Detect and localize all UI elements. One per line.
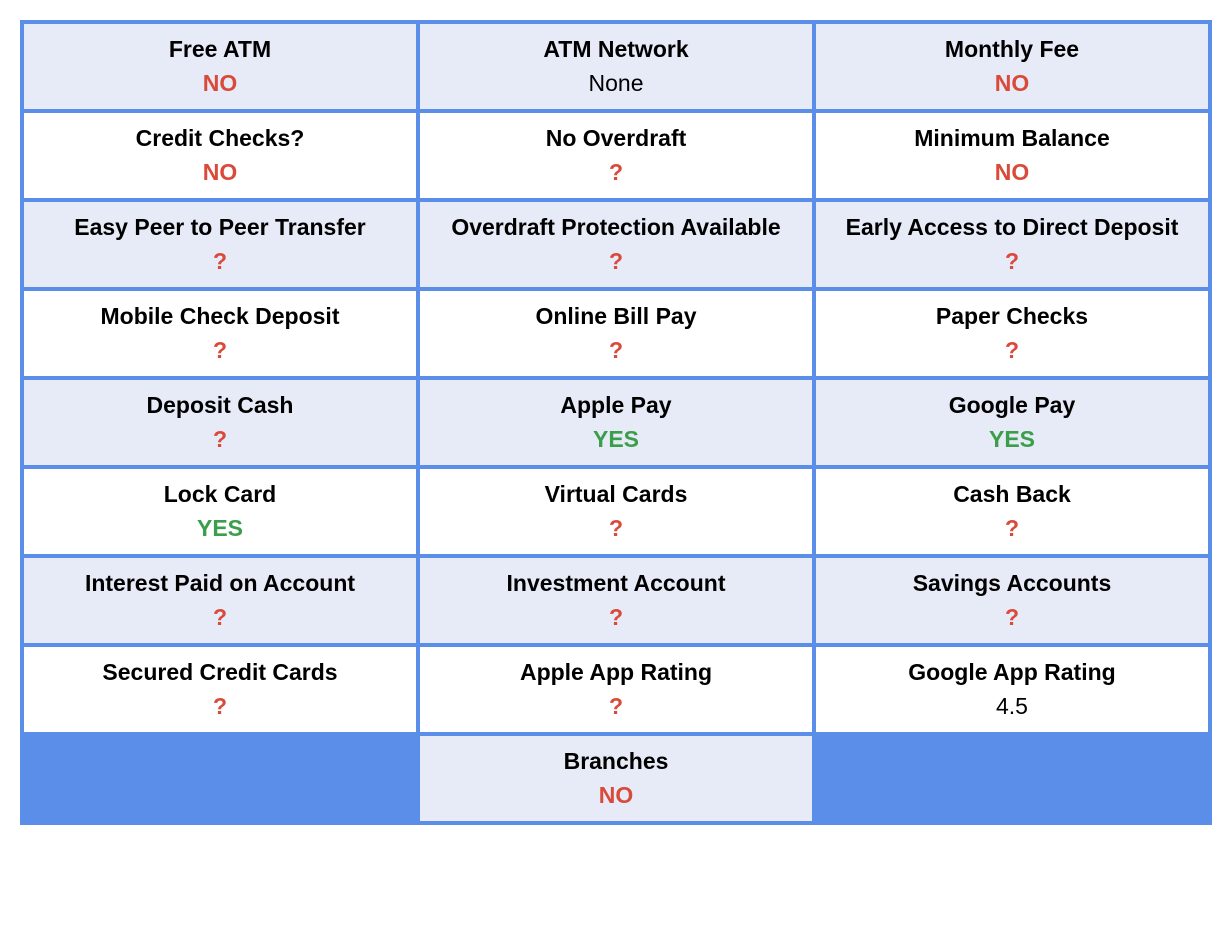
feature-value: ?	[213, 693, 227, 721]
feature-cell: Investment Account?	[420, 558, 812, 643]
feature-label: Apple App Rating	[520, 658, 712, 687]
feature-value: ?	[1005, 337, 1019, 365]
feature-cell: Minimum Balance NO	[816, 113, 1208, 198]
feature-label: Virtual Cards	[545, 480, 688, 509]
feature-cell: Easy Peer to Peer Transfer?	[24, 202, 416, 287]
feature-value: ?	[609, 693, 623, 721]
feature-cell: Lock Card YES	[24, 469, 416, 554]
feature-cell: Online Bill Pay?	[420, 291, 812, 376]
feature-label: Credit Checks?	[136, 124, 305, 153]
feature-cell: Google Pay YES	[816, 380, 1208, 465]
feature-cell: Monthly Fee NO	[816, 24, 1208, 109]
feature-cell: Virtual Cards?	[420, 469, 812, 554]
feature-value: YES	[989, 426, 1035, 454]
feature-cell: Google App Rating 4.5	[816, 647, 1208, 732]
feature-label: Interest Paid on Account	[85, 569, 355, 598]
feature-label: Savings Accounts	[913, 569, 1112, 598]
empty-cell	[816, 736, 1208, 821]
feature-value: ?	[1005, 248, 1019, 276]
feature-label: Monthly Fee	[945, 35, 1079, 64]
feature-value: None	[589, 70, 644, 98]
feature-label: Apple Pay	[560, 391, 671, 420]
feature-cell: Interest Paid on Account?	[24, 558, 416, 643]
feature-value: ?	[609, 604, 623, 632]
feature-value: NO	[995, 70, 1030, 98]
feature-value: NO	[203, 70, 238, 98]
empty-cell	[24, 736, 416, 821]
features-table: Free ATMNOATM NetworkNoneMonthly FeeNOCr…	[20, 20, 1212, 825]
feature-label: Online Bill Pay	[535, 302, 696, 331]
feature-label: No Overdraft	[546, 124, 687, 153]
feature-cell: Cash Back?	[816, 469, 1208, 554]
feature-cell: Mobile Check Deposit?	[24, 291, 416, 376]
feature-value: ?	[213, 337, 227, 365]
feature-label: Paper Checks	[936, 302, 1088, 331]
feature-label: Secured Credit Cards	[102, 658, 337, 687]
feature-cell: Deposit Cash?	[24, 380, 416, 465]
feature-label: Mobile Check Deposit	[101, 302, 340, 331]
feature-cell: Branches NO	[420, 736, 812, 821]
feature-value: NO	[599, 782, 634, 810]
feature-cell: Credit Checks? NO	[24, 113, 416, 198]
feature-label: Free ATM	[169, 35, 271, 64]
feature-cell: Overdraft Protection Available?	[420, 202, 812, 287]
feature-cell: Early Access to Direct Deposit?	[816, 202, 1208, 287]
feature-value: NO	[995, 159, 1030, 187]
feature-cell: ATM Network None	[420, 24, 812, 109]
feature-value: ?	[213, 248, 227, 276]
feature-label: Cash Back	[953, 480, 1071, 509]
feature-value: YES	[593, 426, 639, 454]
feature-value: ?	[1005, 515, 1019, 543]
feature-value: ?	[1005, 604, 1019, 632]
feature-label: Lock Card	[164, 480, 276, 509]
feature-cell: Savings Accounts?	[816, 558, 1208, 643]
feature-value: 4.5	[996, 693, 1028, 721]
feature-label: Google Pay	[949, 391, 1076, 420]
feature-label: Google App Rating	[908, 658, 1115, 687]
feature-cell: Free ATM NO	[24, 24, 416, 109]
feature-label: Minimum Balance	[914, 124, 1110, 153]
feature-label: Investment Account	[507, 569, 726, 598]
features-grid: Free ATMNOATM NetworkNoneMonthly FeeNOCr…	[20, 20, 1212, 825]
feature-label: Easy Peer to Peer Transfer	[74, 213, 366, 242]
feature-value: ?	[609, 337, 623, 365]
feature-cell: Paper Checks?	[816, 291, 1208, 376]
feature-value: NO	[203, 159, 238, 187]
feature-value: ?	[609, 515, 623, 543]
feature-value: ?	[609, 248, 623, 276]
feature-cell: No Overdraft?	[420, 113, 812, 198]
feature-label: Deposit Cash	[147, 391, 294, 420]
feature-value: YES	[197, 515, 243, 543]
feature-cell: Apple Pay YES	[420, 380, 812, 465]
feature-label: Overdraft Protection Available	[451, 213, 780, 242]
feature-value: ?	[213, 604, 227, 632]
feature-label: Branches	[564, 747, 669, 776]
feature-value: ?	[213, 426, 227, 454]
feature-value: ?	[609, 159, 623, 187]
feature-label: ATM Network	[543, 35, 688, 64]
feature-label: Early Access to Direct Deposit	[846, 213, 1179, 242]
feature-cell: Apple App Rating?	[420, 647, 812, 732]
feature-cell: Secured Credit Cards?	[24, 647, 416, 732]
